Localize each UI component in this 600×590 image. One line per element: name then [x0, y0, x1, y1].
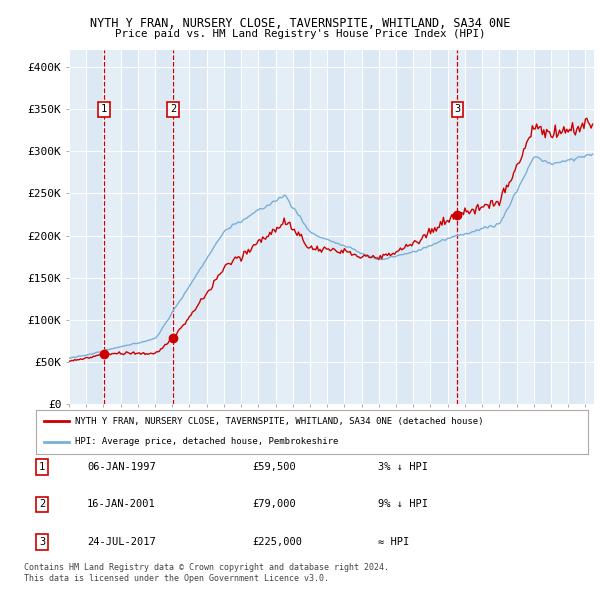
Bar	[499, 50, 517, 404]
Bar	[396, 50, 413, 404]
Text: NYTH Y FRAN, NURSERY CLOSE, TAVERNSPITE, WHITLAND, SA34 0NE (detached house): NYTH Y FRAN, NURSERY CLOSE, TAVERNSPITE,…	[74, 417, 483, 425]
Bar	[138, 50, 155, 404]
Bar	[293, 50, 310, 404]
Bar	[413, 50, 430, 404]
Text: 3% ↓ HPI: 3% ↓ HPI	[378, 463, 428, 472]
Text: £79,000: £79,000	[252, 500, 296, 509]
Bar	[568, 50, 586, 404]
Text: £225,000: £225,000	[252, 537, 302, 546]
Text: 1: 1	[39, 463, 45, 472]
Text: Price paid vs. HM Land Registry's House Price Index (HPI): Price paid vs. HM Land Registry's House …	[115, 30, 485, 39]
Bar	[207, 50, 224, 404]
Bar	[86, 50, 103, 404]
Text: 2: 2	[170, 104, 176, 114]
Bar	[259, 50, 275, 404]
Bar	[586, 50, 600, 404]
Bar	[551, 50, 568, 404]
Text: 16-JAN-2001: 16-JAN-2001	[87, 500, 156, 509]
Bar	[344, 50, 362, 404]
Text: NYTH Y FRAN, NURSERY CLOSE, TAVERNSPITE, WHITLAND, SA34 0NE: NYTH Y FRAN, NURSERY CLOSE, TAVERNSPITE,…	[90, 17, 510, 30]
Bar	[517, 50, 534, 404]
Bar	[275, 50, 293, 404]
Text: 2: 2	[39, 500, 45, 509]
Bar	[241, 50, 259, 404]
Bar	[362, 50, 379, 404]
Text: 24-JUL-2017: 24-JUL-2017	[87, 537, 156, 546]
Text: This data is licensed under the Open Government Licence v3.0.: This data is licensed under the Open Gov…	[24, 573, 329, 583]
Bar	[465, 50, 482, 404]
Bar	[190, 50, 207, 404]
Bar	[224, 50, 241, 404]
Bar	[172, 50, 190, 404]
Bar	[327, 50, 344, 404]
Bar	[69, 50, 86, 404]
Bar	[430, 50, 448, 404]
Text: Contains HM Land Registry data © Crown copyright and database right 2024.: Contains HM Land Registry data © Crown c…	[24, 563, 389, 572]
Bar	[310, 50, 327, 404]
Bar	[448, 50, 465, 404]
Text: £59,500: £59,500	[252, 463, 296, 472]
Text: ≈ HPI: ≈ HPI	[378, 537, 409, 546]
Text: 1: 1	[101, 104, 107, 114]
Text: 9% ↓ HPI: 9% ↓ HPI	[378, 500, 428, 509]
Bar	[121, 50, 138, 404]
Text: 3: 3	[39, 537, 45, 546]
Text: 3: 3	[454, 104, 460, 114]
Bar	[103, 50, 121, 404]
Text: 06-JAN-1997: 06-JAN-1997	[87, 463, 156, 472]
Bar	[379, 50, 396, 404]
Bar	[155, 50, 172, 404]
Text: HPI: Average price, detached house, Pembrokeshire: HPI: Average price, detached house, Pemb…	[74, 437, 338, 447]
Bar	[534, 50, 551, 404]
Bar	[482, 50, 499, 404]
